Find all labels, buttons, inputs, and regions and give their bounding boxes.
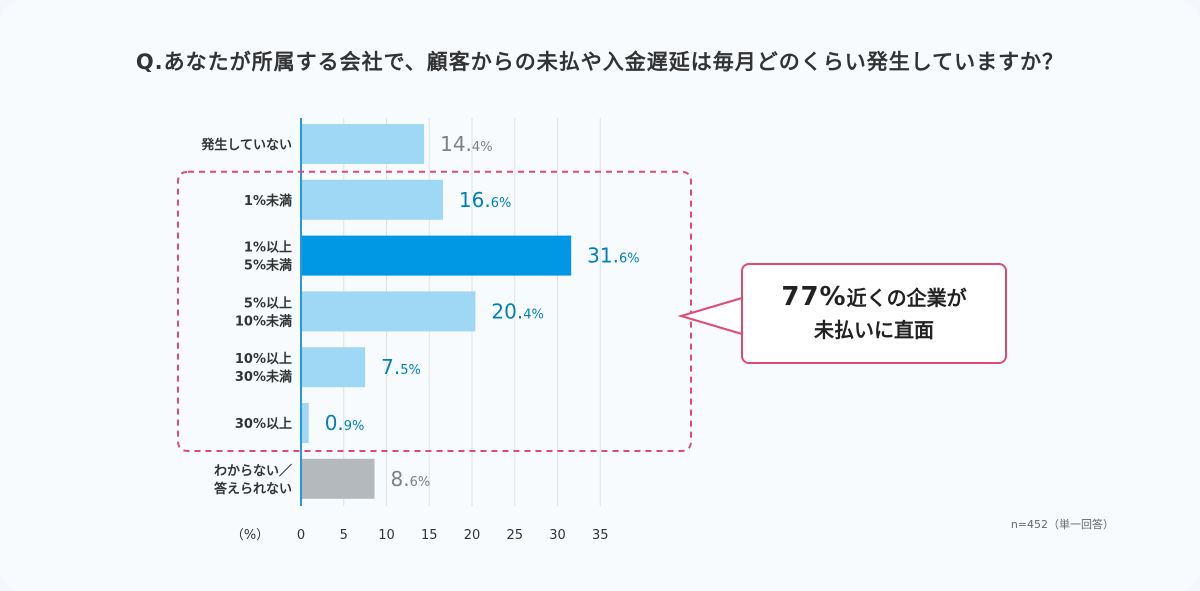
callout-pointer-fill	[681, 298, 742, 334]
bars	[301, 124, 572, 499]
bar	[301, 403, 309, 443]
x-tick-label: 25	[506, 528, 523, 543]
bar	[301, 458, 375, 499]
category-labels: 発生していない 1%未満 1%以上 5%未満 5%以上 10%未満 10%以上 30%未満 30…	[200, 137, 292, 497]
value-label: 8.6%	[391, 467, 431, 491]
value-label: 20.4%	[491, 299, 543, 323]
value-label: 16.6%	[459, 188, 511, 212]
value-label: 0.9%	[325, 411, 365, 435]
highlight-box	[177, 170, 743, 452]
callout-line-2: 未払いに直面	[814, 318, 934, 342]
category-label: わからない／答えられない	[214, 463, 292, 497]
highlight-dashed-box	[177, 170, 692, 452]
x-tick-label: 5	[340, 528, 348, 543]
callout-line-1: 77%近くの企業が	[743, 281, 1005, 314]
category-label: 1%以上 5%未満	[244, 241, 292, 274]
category-label: 5%以上 10%未満	[235, 296, 292, 329]
callout-pointer	[677, 297, 743, 335]
value-labels: 14.4% 16.6% 31.6% 20.4% 7.5% 0.9% 8.6%	[325, 132, 640, 491]
bar	[301, 235, 572, 276]
x-tick-label: 35	[592, 528, 609, 543]
sample-size-note: n=452（単一回答）	[1010, 518, 1114, 531]
value-label: 31.6%	[587, 244, 639, 268]
value-label: 7.5%	[381, 355, 421, 379]
category-label: 1%未満	[244, 193, 292, 209]
category-label: 発生していない	[200, 137, 292, 153]
value-label: 14.4%	[440, 132, 492, 156]
bar	[301, 124, 425, 164]
x-tick-label: 15	[421, 528, 438, 543]
callout-line-1-rest: 近くの企業が	[846, 286, 967, 310]
bar	[301, 347, 366, 388]
x-tick-label: 0	[297, 528, 305, 543]
x-tick-label: 20	[464, 528, 481, 543]
category-label: 10%以上 30%未満	[235, 352, 292, 385]
category-label: 30%以上	[235, 417, 292, 432]
x-axis-label: （%）	[231, 528, 269, 543]
bar	[301, 179, 443, 220]
callout-emphasis: 77%	[781, 282, 847, 312]
x-axis: 0 5 10 15 20 25 30 35 （%）	[231, 118, 609, 543]
x-tick-label: 10	[378, 528, 395, 543]
callout-box: 77%近くの企業が 未払いに直面	[741, 263, 1007, 364]
chart-title: Q.あなたが所属する会社で、顧客からの未払や入金遅延は毎月どのくらい発生していま…	[135, 50, 1065, 74]
bar	[301, 291, 476, 332]
x-tick-label: 30	[549, 528, 566, 543]
